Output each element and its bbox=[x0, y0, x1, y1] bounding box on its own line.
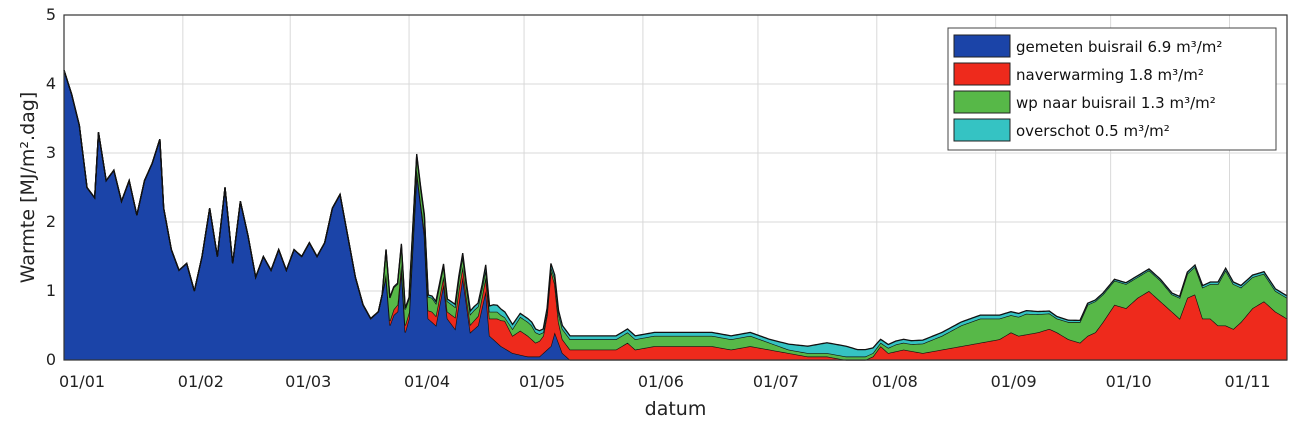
x-tick-label: 01/07 bbox=[753, 372, 799, 391]
x-tick-label: 01/09 bbox=[991, 372, 1037, 391]
legend-swatch bbox=[953, 34, 1011, 58]
x-tick-label: 01/04 bbox=[404, 372, 450, 391]
legend-swatch bbox=[953, 118, 1011, 142]
y-tick-label: 4 bbox=[46, 74, 56, 93]
legend-swatch bbox=[953, 90, 1011, 114]
legend-entry: gemeten buisrail 6.9 m³/m² bbox=[1016, 38, 1222, 56]
legend: gemeten buisrail 6.9 m³/m² naverwarming 1… bbox=[947, 27, 1277, 151]
area-series-0 bbox=[64, 70, 1287, 360]
x-tick-label: 01/11 bbox=[1224, 372, 1270, 391]
y-tick-label: 2 bbox=[46, 212, 56, 231]
plot-frame bbox=[63, 14, 1288, 361]
x-axis-label: datum bbox=[645, 398, 707, 420]
x-tick-label: 01/10 bbox=[1106, 372, 1152, 391]
x-tick-label: 01/03 bbox=[285, 372, 331, 391]
y-tick-label: 3 bbox=[46, 143, 56, 162]
x-tick-label: 01/06 bbox=[638, 372, 684, 391]
y-tick-label: 0 bbox=[46, 350, 56, 369]
area-series-1 bbox=[64, 70, 1287, 360]
x-tick-label: 01/05 bbox=[519, 372, 565, 391]
area-series-outline-3 bbox=[63, 70, 1288, 351]
y-axis-label: Warmte [MJ/m².dag] bbox=[17, 92, 39, 284]
y-tick-label: 5 bbox=[46, 5, 56, 24]
legend-entry: naverwarming 1.8 m³/m² bbox=[1016, 66, 1204, 84]
x-tick-label: 01/08 bbox=[872, 372, 918, 391]
x-tick-label: 01/01 bbox=[59, 372, 105, 391]
y-tick-label: 1 bbox=[46, 281, 56, 300]
legend-swatch bbox=[953, 62, 1011, 86]
x-tick-label: 01/02 bbox=[178, 372, 224, 391]
legend-entry: overschot 0.5 m³/m² bbox=[1016, 122, 1170, 140]
legend-entry: wp naar buisrail 1.3 m³/m² bbox=[1016, 94, 1216, 112]
